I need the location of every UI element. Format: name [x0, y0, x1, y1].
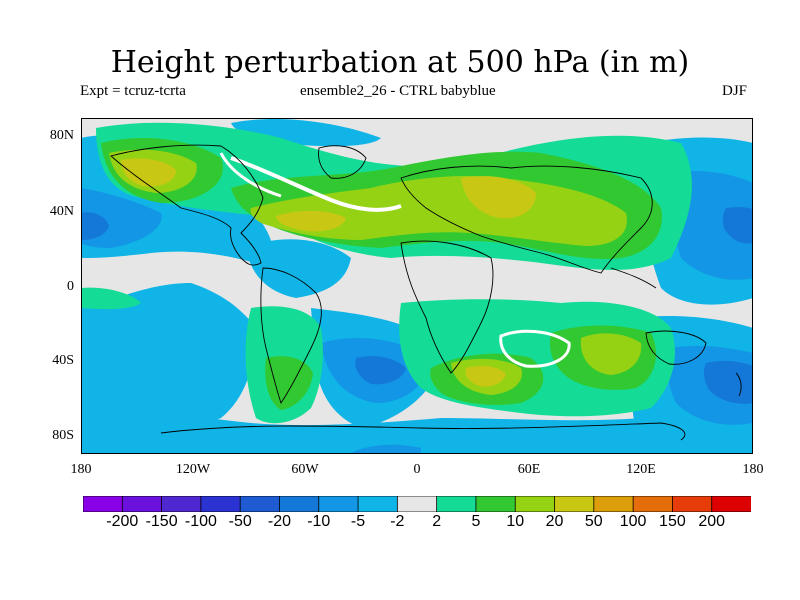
lat-label-80s: 80S — [52, 428, 74, 443]
colorbar-tick-label: -50 — [228, 513, 252, 530]
lon-label-60e: 60E — [517, 462, 541, 477]
colorbar-swatch — [514, 496, 556, 512]
southern-ring-contour — [499, 329, 571, 368]
colorbar-tick-label: 5 — [471, 513, 481, 530]
north-america-outline — [110, 144, 264, 266]
colorbar-tick-label: 20 — [545, 513, 564, 530]
colorbar-swatch — [200, 496, 242, 512]
colorbar-swatch — [632, 496, 674, 512]
colorbar-tick-label: 200 — [698, 513, 726, 530]
ensemble-label: ensemble2_26 - CTRL babyblue — [300, 83, 496, 99]
greenland-outline — [318, 145, 367, 179]
colorbar-swatch — [239, 496, 281, 512]
antarctica-outline — [160, 422, 686, 441]
lon-label-120w: 120W — [175, 462, 211, 477]
lat-label-40n: 40N — [49, 204, 74, 219]
colorbar-swatch — [318, 496, 359, 512]
lon-label-180e: 180 — [742, 462, 764, 477]
eurasia-outline — [400, 165, 653, 274]
lon-label-60w: 60W — [291, 462, 319, 477]
colorbar-tick-label: 150 — [659, 513, 686, 530]
colorbar-tick-label: -2 — [390, 513, 405, 530]
colorbar-tick-label: -200 — [106, 513, 139, 530]
colorbar-swatch — [475, 496, 517, 512]
lat-label-0: 0 — [67, 279, 74, 294]
colorbar-tick-label: -150 — [145, 513, 178, 530]
colorbar-swatch — [672, 496, 713, 512]
colorbar-tick-label: -20 — [267, 513, 292, 530]
colorbar-tick-label: -5 — [350, 513, 366, 530]
experiment-label: Expt = tcruz-tcrta — [80, 83, 186, 99]
lat-label-40s: 40S — [52, 353, 74, 368]
maritime-continent-outline — [610, 267, 657, 289]
season-label: DJF — [722, 83, 748, 99]
new-zealand-outline — [735, 372, 742, 397]
map-frame — [81, 118, 753, 454]
colorbar-swatch — [279, 496, 320, 512]
lon-label-120e: 120E — [626, 462, 656, 477]
lon-label-0: 0 — [413, 462, 421, 477]
australia-outline — [645, 330, 707, 365]
zero-contour-band — [230, 156, 402, 212]
lat-label-80n: 80N — [49, 128, 74, 143]
africa-outline — [400, 240, 494, 374]
colorbar-swatch — [436, 496, 477, 512]
colorbar-swatch — [121, 496, 163, 512]
colorbar-swatch — [357, 496, 399, 512]
colorbar-tick-label: 50 — [584, 513, 603, 530]
map-panel — [81, 118, 753, 454]
colorbar-swatch — [161, 496, 202, 512]
colorbar-swatch — [554, 496, 595, 512]
colorbar-swatch — [593, 496, 635, 512]
colorbar-tick-label: 100 — [619, 513, 647, 530]
colorbar-tick-label: -10 — [307, 513, 331, 530]
colorbar-swatch — [396, 496, 438, 512]
colorbar-tick-label: 2 — [432, 513, 442, 530]
coastlines — [110, 144, 742, 441]
colorbar-tick-label: -100 — [184, 513, 217, 530]
colorbar-swatch — [83, 496, 124, 512]
lon-label-180w: 180 — [70, 462, 92, 477]
colorbar-swatch — [711, 496, 751, 512]
colorbar — [83, 496, 751, 512]
anomaly-plus-strong — [121, 158, 536, 387]
chart-title: Height perturbation at 500 hPa (in m) — [110, 45, 690, 80]
south-america-outline — [260, 267, 322, 405]
colorbar-tick-label: 10 — [506, 513, 525, 530]
zero-contour-band-2 — [219, 152, 282, 198]
